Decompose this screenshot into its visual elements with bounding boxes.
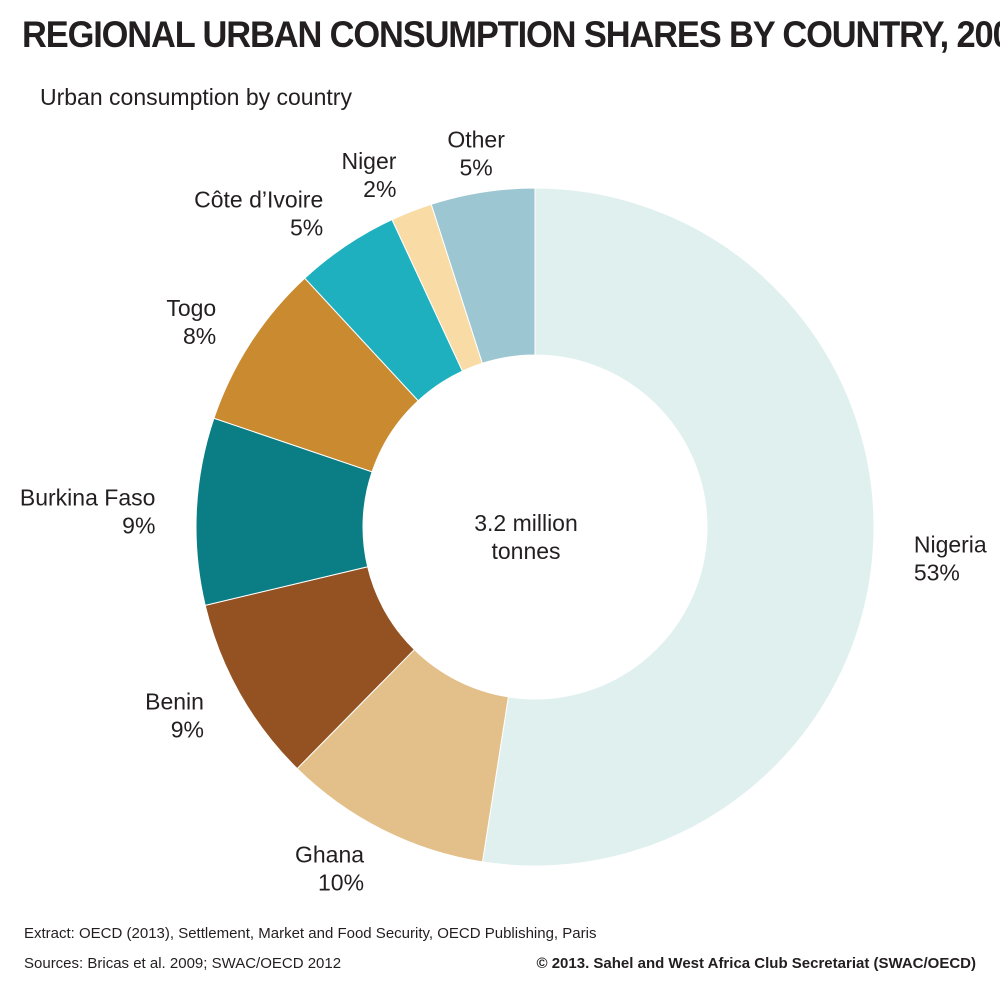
label-value-togo: 8% xyxy=(183,323,216,349)
label-ghana: Ghana 10% xyxy=(295,841,364,895)
label-name-cote-d-ivoire: Côte d’Ivoire xyxy=(194,186,323,212)
label-name-niger: Niger xyxy=(341,148,396,174)
center-label-line-1: 3.2 million xyxy=(474,510,578,536)
footer-copyright: © 2013. Sahel and West Africa Club Secre… xyxy=(536,955,976,972)
label-nigeria: Nigeria 53% xyxy=(914,532,987,586)
label-value-ghana: 10% xyxy=(318,869,364,895)
label-name-benin: Benin xyxy=(145,689,204,715)
label-name-ghana: Ghana xyxy=(295,841,364,867)
slice-nigeria xyxy=(481,187,875,867)
label-niger: Niger 2% xyxy=(341,148,396,202)
label-value-niger: 2% xyxy=(363,176,396,202)
chart-subtitle: Urban consumption by country xyxy=(40,84,352,110)
label-togo: Togo 8% xyxy=(166,295,216,349)
label-cote-d-ivoire: Côte d’Ivoire 5% xyxy=(194,186,323,240)
slice-labels: Nigeria 53%Ghana 10%Benin 9%Burkina Faso 9%T… xyxy=(20,127,987,896)
donut-slices xyxy=(195,187,875,867)
label-value-nigeria: 53% xyxy=(914,560,960,586)
label-value-cote-d-ivoire: 5% xyxy=(290,214,323,240)
slice-other xyxy=(430,187,536,364)
label-other: Other 5% xyxy=(447,127,505,181)
label-value-other: 5% xyxy=(460,155,493,181)
center-label-line-2: tonnes xyxy=(491,538,560,564)
label-value-burkina-faso: 9% xyxy=(122,512,155,538)
label-benin: Benin 9% xyxy=(145,689,204,743)
label-name-burkina-faso: Burkina Faso xyxy=(20,484,156,510)
label-value-benin: 9% xyxy=(171,717,204,743)
label-name-togo: Togo xyxy=(166,295,216,321)
footer-sources: Sources: Bricas et al. 2009; SWAC/OECD 2… xyxy=(24,955,342,972)
chart-title: REGIONAL URBAN CONSUMPTION SHARES BY COU… xyxy=(22,14,1000,55)
footer-extract: Extract: OECD (2013), Settlement, Market… xyxy=(24,925,597,942)
label-name-nigeria: Nigeria xyxy=(914,532,987,558)
label-burkina-faso: Burkina Faso 9% xyxy=(20,484,156,538)
label-name-other: Other xyxy=(447,127,505,153)
